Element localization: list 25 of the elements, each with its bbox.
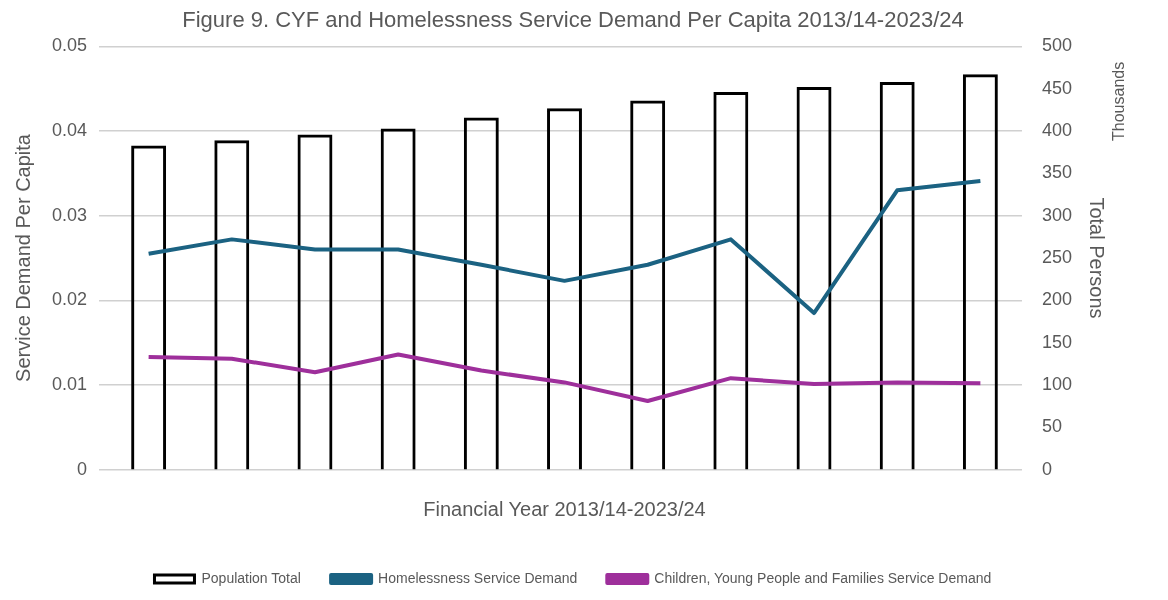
chart-title: Figure 9. CYF and Homelessness Service Demand Per Capita 2013/14-2023/24 bbox=[182, 7, 964, 33]
y2-tick-label: 400 bbox=[1041, 120, 1073, 141]
y2-tick-label: 100 bbox=[1041, 373, 1073, 394]
y2-tick-label: 200 bbox=[1041, 289, 1073, 310]
y2-tick-label: 150 bbox=[1041, 331, 1073, 352]
y2-tick-label: 250 bbox=[1041, 246, 1073, 267]
y-tick-label: 0.05 bbox=[51, 35, 88, 56]
y2-tick-label: 50 bbox=[1041, 416, 1062, 437]
y-axis-title: Service Demand Per Capita bbox=[11, 133, 34, 382]
y2-tick-label: 0 bbox=[1041, 458, 1052, 479]
y-tick-label: 0.03 bbox=[51, 204, 88, 225]
y2-tick-label: 350 bbox=[1041, 162, 1073, 183]
y2-axis-title: Total Persons bbox=[1086, 197, 1109, 319]
y2-tick-label: 450 bbox=[1041, 77, 1073, 98]
y2-tick-label: 300 bbox=[1041, 204, 1073, 225]
text: Thousands bbox=[1110, 61, 1128, 141]
y-tick-label: 0 bbox=[77, 458, 88, 479]
y2-tick-label: 500 bbox=[1041, 35, 1073, 56]
y-tick-label: 0.04 bbox=[51, 120, 88, 141]
legend-label: Population Total bbox=[201, 569, 301, 586]
y-tick-label: 0.02 bbox=[51, 289, 88, 310]
y-tick-label: 0.01 bbox=[51, 373, 88, 394]
legend-label: Children, Young People and Families Service Demand bbox=[654, 569, 992, 586]
x-axis-title: Financial Year 2013/14-2023/24 bbox=[423, 497, 706, 520]
legend-label: Homelessness Service Demand bbox=[378, 569, 578, 586]
